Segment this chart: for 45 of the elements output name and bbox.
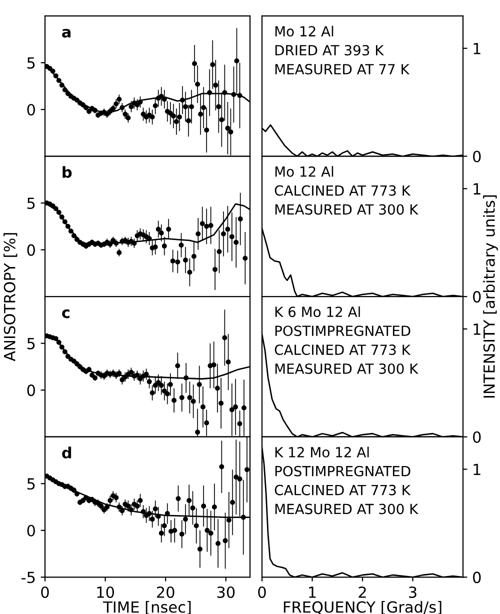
y-tick-label: -5: [21, 572, 35, 584]
y-axis-title: ANISOTROPY [%]: [4, 233, 18, 362]
annotation: K 6 Mo 12 Al: [275, 306, 360, 318]
annotation: Mo 12 Al: [275, 166, 334, 177]
annotation: POSTIMPREGNATED: [275, 466, 410, 476]
y2-tick-label: 0: [473, 291, 481, 303]
y2-tick-label: 0: [473, 150, 481, 162]
y-tick-label: 0: [27, 524, 35, 536]
y-tick-label: 0: [27, 244, 35, 256]
annotation: MEASURED AT 300 K: [275, 363, 418, 374]
annotation: c: [62, 309, 70, 318]
y-tick-label: 0: [27, 104, 35, 116]
annotation: CALCINED AT 773 K: [274, 185, 411, 196]
x-tick-label: 20: [156, 586, 174, 598]
annotation: a: [62, 28, 71, 38]
x-tick-label: 1: [309, 586, 316, 598]
y2-tick-label: 1: [474, 464, 480, 476]
y2-axis-title: INTENSITY [arbitrary units]: [483, 195, 498, 398]
y2-tick-label: 0: [473, 431, 481, 443]
y-tick-label: 0: [27, 384, 35, 396]
y-tick-label: 5: [27, 478, 35, 490]
y-tick-label: 5: [27, 57, 35, 69]
x-tick-label: 2: [358, 586, 366, 598]
y-tick-label: 5: [27, 338, 35, 350]
y2-tick-label: 1: [474, 43, 480, 54]
x-tick-label: 3: [409, 586, 416, 598]
x-tick-label: 10: [97, 586, 114, 598]
annotation: MEASURED AT 300 K: [275, 204, 418, 215]
annotation: CALCINED AT 773 K: [274, 344, 411, 356]
x-tick-label: 0: [258, 586, 266, 598]
y2-tick-label: 0: [473, 572, 481, 584]
y2-tick-label: 1: [474, 183, 480, 194]
y2-tick-label: 1: [474, 324, 480, 335]
annotation: MEASURED AT 77 K: [275, 64, 410, 74]
annotation: MEASURED AT 300 K: [275, 504, 418, 514]
annotation: K 12 Mo 12 Al: [275, 446, 369, 458]
annotation: d: [62, 446, 72, 459]
x-tick-label: 0: [41, 586, 49, 598]
annotation: b: [62, 166, 72, 178]
annotation: Mo 12 Al: [275, 26, 334, 37]
annotation: POSTIMPREGNATED: [275, 326, 410, 336]
annotation: CALCINED AT 773 K: [274, 484, 411, 496]
y-tick-label: 5: [27, 198, 35, 210]
x-tick-label: 30: [217, 586, 235, 598]
annotation: DRIED AT 393 K: [275, 44, 384, 56]
